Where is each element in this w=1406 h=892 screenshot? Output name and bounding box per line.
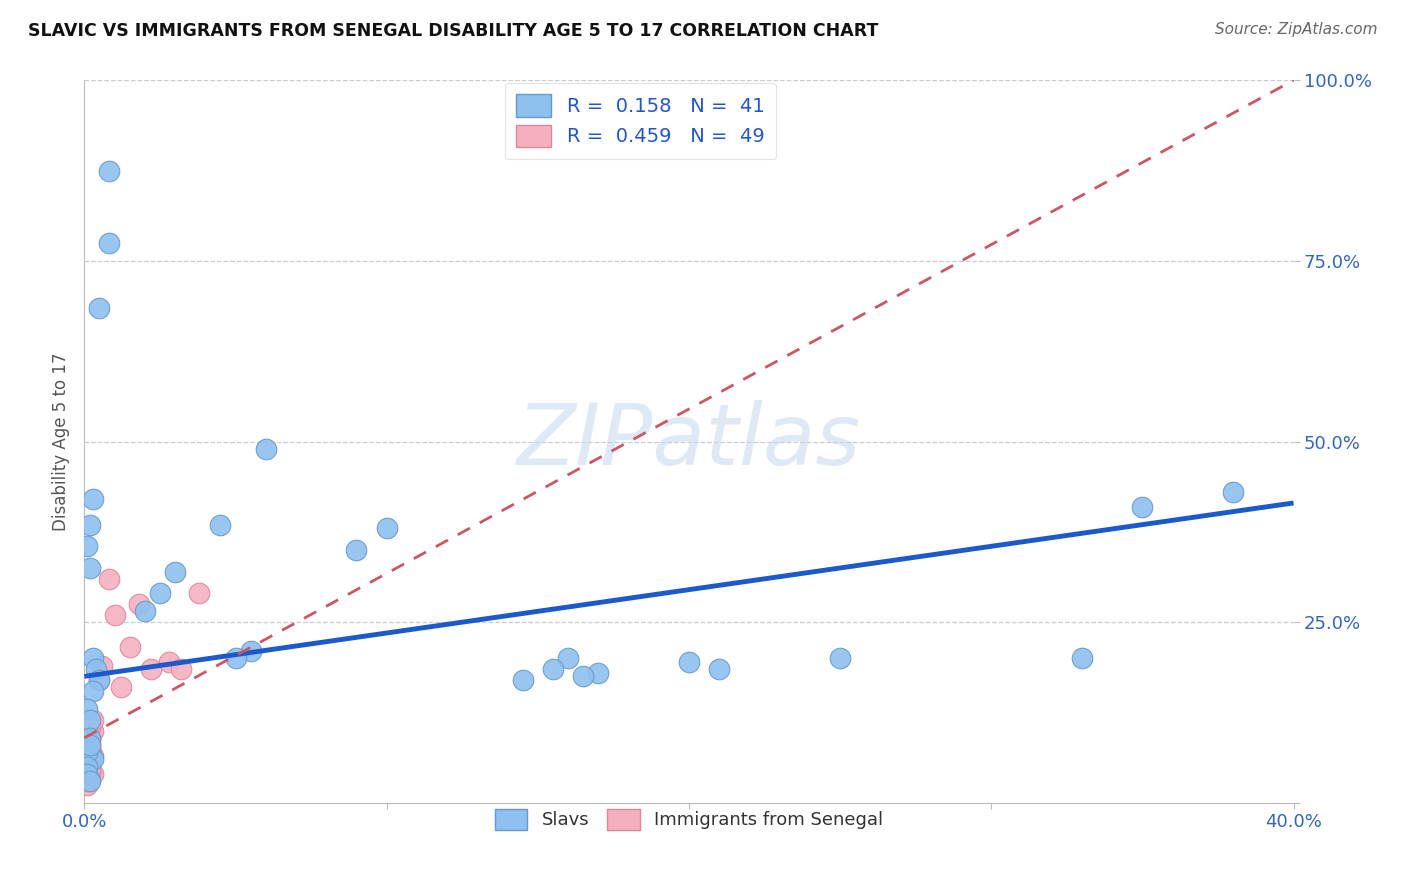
Point [104, 607, 127, 622]
Point [76, 738, 98, 752]
Point [76, 716, 98, 731]
Point [225, 651, 247, 665]
Point [79, 713, 101, 727]
Point [79, 752, 101, 766]
Point [82, 752, 104, 766]
Point [118, 640, 141, 655]
Point [82, 651, 104, 665]
Point [79, 741, 101, 756]
Point [76, 764, 98, 778]
Point [82, 713, 104, 727]
Point [76, 727, 98, 741]
Y-axis label: Disability Age 5 to 17: Disability Age 5 to 17 [52, 352, 70, 531]
Point [110, 680, 132, 694]
Point [1222, 485, 1244, 500]
Point [89, 301, 111, 315]
Point [139, 662, 162, 676]
Point [91, 658, 114, 673]
Point [76, 752, 98, 766]
Point [79, 745, 101, 759]
Point [128, 597, 150, 611]
Point [830, 651, 852, 665]
Point [76, 774, 98, 789]
Point [512, 673, 534, 687]
Point [76, 748, 98, 763]
Point [76, 752, 98, 766]
Point [1130, 500, 1153, 514]
Point [76, 767, 98, 781]
Legend: Slavs, Immigrants from Senegal: Slavs, Immigrants from Senegal [488, 802, 890, 837]
Point [79, 760, 101, 774]
Point [79, 561, 101, 575]
Point [188, 586, 211, 600]
Point [79, 748, 101, 763]
Point [76, 778, 98, 792]
Point [76, 745, 98, 759]
Point [76, 702, 98, 716]
Point [89, 673, 111, 687]
Point [149, 586, 172, 600]
Point [79, 774, 101, 789]
Point [97, 235, 120, 250]
Text: Source: ZipAtlas.com: Source: ZipAtlas.com [1215, 22, 1378, 37]
Point [76, 756, 98, 770]
Point [79, 760, 101, 774]
Point [76, 774, 98, 789]
Point [709, 662, 731, 676]
Point [254, 442, 277, 456]
Point [79, 738, 101, 752]
Text: ZIPatlas: ZIPatlas [517, 400, 860, 483]
Point [82, 767, 104, 781]
Point [79, 745, 101, 759]
Point [76, 760, 98, 774]
Point [79, 764, 101, 778]
Point [86, 662, 108, 676]
Point [157, 655, 180, 669]
Point [79, 764, 101, 778]
Point [89, 673, 111, 687]
Point [79, 731, 101, 745]
Point [97, 572, 120, 586]
Point [346, 542, 368, 557]
Point [97, 163, 120, 178]
Point [557, 651, 579, 665]
Point [79, 731, 101, 745]
Point [82, 492, 104, 507]
Point [79, 767, 101, 781]
Point [1071, 651, 1094, 665]
Point [134, 604, 156, 618]
Point [678, 655, 700, 669]
Point [76, 771, 98, 785]
Point [170, 662, 193, 676]
Point [572, 669, 595, 683]
Point [79, 517, 101, 532]
Point [79, 734, 101, 748]
Point [541, 662, 564, 676]
Point [79, 756, 101, 770]
Point [79, 720, 101, 734]
Point [82, 723, 104, 738]
Point [375, 521, 398, 535]
Point [82, 683, 104, 698]
Point [76, 764, 98, 778]
Point [209, 517, 232, 532]
Point [79, 738, 101, 752]
Point [76, 745, 98, 759]
Point [588, 665, 610, 680]
Point [76, 771, 98, 785]
Point [165, 565, 187, 579]
Text: SLAVIC VS IMMIGRANTS FROM SENEGAL DISABILITY AGE 5 TO 17 CORRELATION CHART: SLAVIC VS IMMIGRANTS FROM SENEGAL DISABI… [28, 22, 879, 40]
Point [76, 748, 98, 763]
Point [76, 539, 98, 553]
Point [82, 748, 104, 763]
Point [79, 741, 101, 756]
Point [76, 756, 98, 770]
Point [239, 644, 262, 658]
Point [76, 767, 98, 781]
Point [76, 760, 98, 774]
